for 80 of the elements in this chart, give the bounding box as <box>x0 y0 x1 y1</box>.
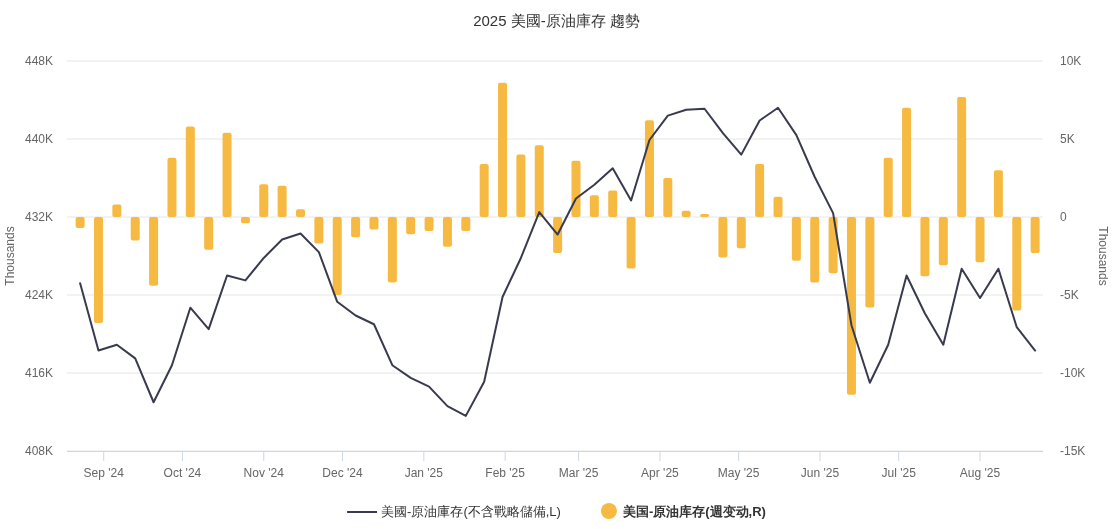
y2-tick-label: 0 <box>1060 210 1067 224</box>
y2-tick-label: -5K <box>1060 288 1079 302</box>
bar <box>185 126 195 217</box>
x-tick-label: Jul '25 <box>881 466 917 480</box>
bar <box>681 210 691 217</box>
y2-tick-label: -10K <box>1060 366 1086 380</box>
bar <box>149 217 159 286</box>
bar <box>571 160 581 217</box>
bar <box>130 217 140 241</box>
bar <box>387 217 397 283</box>
bar <box>277 185 287 217</box>
bar <box>1030 217 1040 253</box>
bar <box>112 204 122 217</box>
bar <box>975 217 985 263</box>
y2-tick-label: 5K <box>1060 132 1075 146</box>
bar <box>75 217 85 228</box>
bar <box>865 217 875 308</box>
line-series <box>79 106 1037 417</box>
bar <box>351 217 361 238</box>
bar <box>424 217 434 232</box>
bar <box>810 217 820 283</box>
bar <box>644 120 654 217</box>
y2-tick-label: 10K <box>1060 54 1082 68</box>
bar <box>167 157 177 217</box>
bar <box>534 145 544 217</box>
y-tick-label: 440K <box>24 132 53 146</box>
bar <box>883 157 893 217</box>
y-tick-label: 432K <box>24 210 53 224</box>
bar <box>296 209 306 217</box>
legend-label: 美國-原油庫存(不含戰略儲備,L) <box>381 504 561 519</box>
bar <box>222 132 232 217</box>
bar <box>718 217 728 258</box>
bar <box>369 217 379 230</box>
bar <box>920 217 930 277</box>
y-axis-title: Thousands <box>3 226 17 286</box>
bar <box>259 184 269 217</box>
y-tick-label: 448K <box>24 54 53 68</box>
bar <box>479 163 489 217</box>
x-tick-label: May '25 <box>717 466 760 480</box>
bar <box>93 217 103 324</box>
bar <box>589 195 599 217</box>
y-tick-label: 408K <box>24 444 53 458</box>
bar <box>755 163 765 217</box>
bar <box>993 170 1003 217</box>
bar <box>1012 217 1022 311</box>
bar <box>773 196 783 217</box>
bar <box>204 217 214 250</box>
legend-label: 美国-原油库存(週变动,R) <box>621 504 766 519</box>
x-tick-label: Sep '24 <box>83 466 125 480</box>
bar <box>791 217 801 261</box>
y-tick-label: 424K <box>24 288 53 302</box>
x-tick-label: Jan '25 <box>404 466 444 480</box>
x-tick-label: Dec '24 <box>322 466 363 480</box>
y2-tick-label: -15K <box>1060 444 1086 458</box>
x-tick-label: Oct '24 <box>163 466 202 480</box>
bar <box>332 217 342 295</box>
bar <box>406 217 416 235</box>
bar <box>461 217 471 232</box>
bar <box>846 217 856 395</box>
bar <box>240 217 250 224</box>
chart-title: 2025 美國-原油庫存 趨勢 <box>473 12 640 29</box>
x-tick-label: Apr '25 <box>641 466 680 480</box>
bar <box>957 96 967 217</box>
bar <box>663 178 673 217</box>
bar <box>516 154 526 217</box>
bar <box>938 217 948 266</box>
bar <box>314 217 324 244</box>
bar <box>498 82 508 217</box>
bar <box>608 190 618 217</box>
x-tick-label: Mar '25 <box>558 466 599 480</box>
bar <box>736 217 746 249</box>
bar <box>442 217 452 247</box>
y-tick-label: 416K <box>24 366 53 380</box>
bar <box>902 107 912 217</box>
x-tick-label: Aug '25 <box>959 466 1001 480</box>
x-tick-label: Nov '24 <box>243 466 285 480</box>
x-tick-label: Jun '25 <box>800 466 840 480</box>
y2-axis-title: Thousands <box>1096 226 1110 286</box>
bar <box>626 217 636 269</box>
x-tick-label: Feb '25 <box>485 466 526 480</box>
